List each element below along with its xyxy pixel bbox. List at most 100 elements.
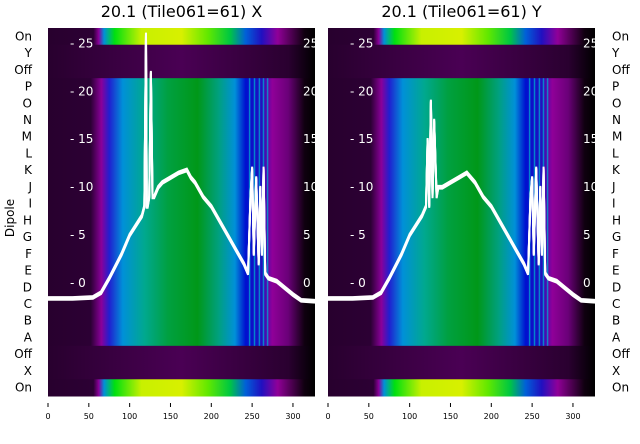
heatmap-row	[328, 94, 595, 113]
heatmap-row	[328, 262, 595, 280]
row-label: X	[24, 364, 32, 378]
heatmap-row	[328, 362, 595, 380]
overlay-line-series	[328, 102, 596, 304]
heatmap-row	[328, 28, 595, 46]
channel-stripe	[266, 78, 269, 346]
row-label: Off	[612, 347, 630, 361]
heatmap-row	[48, 278, 315, 297]
x-tick-label: 250	[244, 412, 259, 421]
row-label: On	[15, 29, 32, 43]
row-label: Y	[24, 46, 33, 60]
row-label: A	[24, 330, 33, 344]
row-label: K	[24, 163, 33, 177]
row-label: O	[612, 96, 621, 110]
row-label: Off	[14, 347, 32, 361]
overlay-y-tick-label: - 10	[70, 180, 93, 194]
row-label: F	[612, 247, 619, 261]
row-label: G	[612, 230, 621, 244]
heatmap-row	[328, 379, 595, 397]
heatmap-row	[328, 78, 595, 96]
x-tick-label: 50	[364, 412, 374, 421]
x-tick-label: 200	[484, 412, 499, 421]
row-label: Off	[14, 63, 32, 77]
row-label: B	[612, 314, 620, 328]
row-label: N	[612, 113, 621, 127]
overlay-y-tick-label-right: 25	[303, 36, 318, 50]
overlay-y-tick-label: - 15	[350, 132, 373, 146]
heatmap-row	[328, 329, 595, 347]
heatmap-row	[328, 228, 595, 246]
overlay-y-tick-label: - 10	[350, 180, 373, 194]
heatmap-row	[48, 379, 315, 397]
row-label: J	[611, 180, 616, 194]
heatmap-row	[48, 312, 315, 330]
row-label: F	[25, 247, 32, 261]
overlay-y-tick-label: - 25	[350, 36, 373, 50]
heatmap-row	[48, 78, 315, 96]
channel-stripe	[546, 78, 549, 346]
heatmap-row	[328, 245, 595, 263]
row-label: On	[612, 29, 629, 43]
overlay-y-tick-label-right: 0	[583, 276, 591, 290]
x-tick-label: 100	[402, 412, 417, 421]
heatmap-row	[48, 28, 315, 46]
overlay-y-tick-label-right: 10	[303, 180, 318, 194]
heatmap-row	[328, 212, 595, 230]
heatmap-row	[328, 345, 595, 364]
row-label: E	[612, 264, 620, 278]
heatmap-row	[328, 44, 595, 62]
row-label: A	[612, 330, 621, 344]
row-label: Off	[612, 63, 630, 77]
heatmap-row	[48, 245, 315, 263]
row-label: H	[23, 213, 32, 227]
x-tick-label: 0	[45, 412, 50, 421]
heatmap-row	[328, 61, 595, 79]
row-label: B	[24, 314, 32, 328]
heatmap-row	[328, 111, 595, 129]
row-label: X	[612, 364, 620, 378]
panel-title: 20.1 (Tile061=61) Y	[381, 2, 542, 21]
row-label: M	[612, 130, 622, 144]
overlay-y-tick-label: - 0	[350, 276, 366, 290]
heatmap-row	[48, 44, 315, 62]
heatmap-row	[48, 345, 315, 364]
x-tick-label: 150	[443, 412, 458, 421]
heatmap-row	[328, 128, 595, 146]
heatmap-row	[48, 111, 315, 129]
x-tick-label: 150	[163, 412, 178, 421]
heatmap-row	[48, 212, 315, 230]
row-label: O	[23, 96, 32, 110]
heatmap-row	[48, 145, 315, 163]
x-tick-label: 0	[325, 412, 330, 421]
row-label: Y	[611, 46, 620, 60]
row-label: G	[23, 230, 32, 244]
overlay-y-tick-label-right: 15	[583, 132, 598, 146]
row-label: D	[23, 280, 32, 294]
x-tick-label: 250	[524, 412, 539, 421]
overlay-y-tick-label-right: 20	[583, 84, 598, 98]
overlay-y-tick-label-right: 0	[303, 276, 311, 290]
overlay-y-tick-label-right: 5	[583, 228, 591, 242]
heatmap-row	[48, 362, 315, 380]
overlay-y-tick-label-right: 10	[583, 180, 598, 194]
heatmap-row	[48, 178, 315, 196]
panel-title: 20.1 (Tile061=61) X	[101, 2, 263, 21]
heatmap-row	[48, 228, 315, 246]
overlay-y-tick-label: - 5	[70, 228, 86, 242]
x-tick-label: 200	[204, 412, 219, 421]
heatmap-row	[328, 178, 595, 196]
overlay-y-tick-label-right: 15	[303, 132, 318, 146]
y-axis-label: Dipole	[3, 199, 17, 237]
row-label: L	[612, 146, 619, 160]
overlay-y-tick-label-right: 20	[303, 84, 318, 98]
row-label: J	[27, 180, 32, 194]
row-label: E	[24, 264, 32, 278]
heatmap-row	[48, 262, 315, 280]
overlay-y-tick-label: - 20	[350, 84, 373, 98]
x-tick-label: 100	[122, 412, 137, 421]
row-label: I	[28, 197, 32, 211]
row-label: I	[612, 197, 616, 211]
